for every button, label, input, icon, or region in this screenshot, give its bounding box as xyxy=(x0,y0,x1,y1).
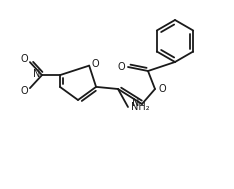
Text: O: O xyxy=(20,86,28,96)
Text: N: N xyxy=(33,69,41,79)
Text: O: O xyxy=(20,54,28,64)
Text: O: O xyxy=(91,59,99,69)
Text: O: O xyxy=(117,62,125,72)
Text: NH₂: NH₂ xyxy=(131,102,149,112)
Text: N: N xyxy=(132,98,140,108)
Text: O: O xyxy=(158,84,166,94)
